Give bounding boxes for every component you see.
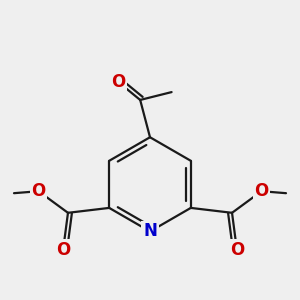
Text: O: O (254, 182, 268, 200)
Text: N: N (143, 223, 157, 241)
Text: O: O (230, 241, 244, 259)
Text: O: O (32, 182, 46, 200)
Text: O: O (56, 241, 70, 259)
Text: O: O (112, 73, 126, 91)
